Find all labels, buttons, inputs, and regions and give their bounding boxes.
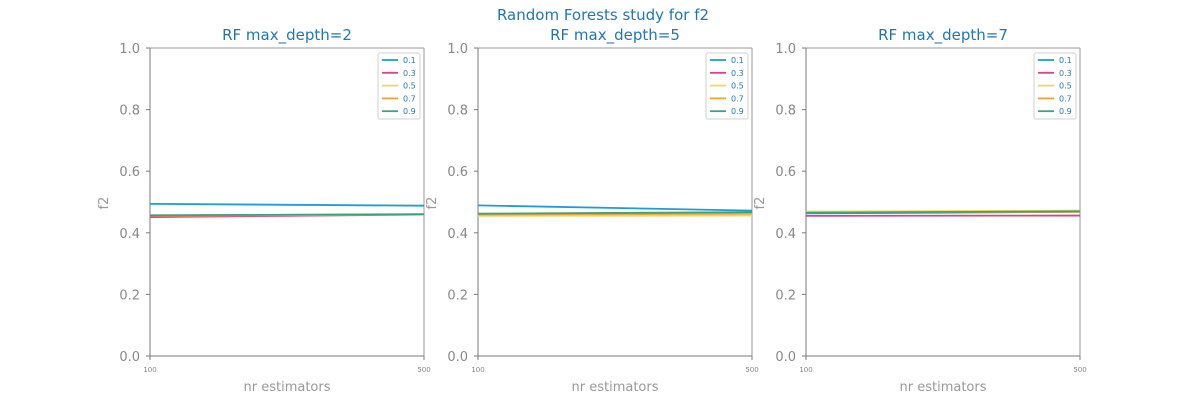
chart-panel-1: RF max_depth=2 0.0 0.2 0.4 0.6 0.8 1.0 100 500 nr… xyxy=(97,26,431,395)
y-tick-label: 0.6 xyxy=(119,165,140,180)
y-tick-label: 0.4 xyxy=(119,227,140,242)
x-tick-label: 100 xyxy=(471,366,484,374)
panel-title: RF max_depth=2 xyxy=(222,26,352,45)
legend-label: 0.7 xyxy=(731,94,744,103)
y-tick-label: 0.0 xyxy=(119,350,140,365)
legend-label: 0.7 xyxy=(1059,94,1072,103)
y-tick-label: 0.6 xyxy=(447,165,468,180)
legend-label: 0.3 xyxy=(1059,69,1072,78)
y-tick-label: 0.8 xyxy=(447,104,468,119)
chart-panel-3: RF max_depth=7 0.0 0.2 0.4 0.6 0.8 1.0 100 500 nr… xyxy=(753,26,1087,395)
y-tick-label: 1.0 xyxy=(119,42,140,57)
legend-label: 0.9 xyxy=(403,107,416,116)
legend: 0.1 0.3 0.5 0.7 0.9 xyxy=(1033,52,1077,120)
x-axis-label: nr estimators xyxy=(244,380,331,395)
series-line-0.9 xyxy=(477,211,753,215)
y-tick-label: 0.8 xyxy=(775,104,796,119)
series-line-0.9 xyxy=(805,210,1081,214)
x-axis-label: nr estimators xyxy=(572,380,659,395)
legend-label: 0.9 xyxy=(731,107,744,116)
y-tick-label: 0.8 xyxy=(119,104,140,119)
y-axis-label: f2 xyxy=(753,197,768,210)
x-tick-label: 100 xyxy=(799,366,812,374)
y-tick-label: 0.2 xyxy=(775,288,796,303)
y-tick-label: 0.6 xyxy=(775,165,796,180)
y-tick-label: 0.2 xyxy=(119,288,140,303)
figure-title: Random Forests study for f2 xyxy=(497,6,709,24)
legend-label: 0.1 xyxy=(1059,56,1072,65)
y-tick-label: 0.4 xyxy=(775,227,796,242)
y-axis-label: f2 xyxy=(97,197,112,210)
y-tick-label: 0.0 xyxy=(447,350,468,365)
legend-label: 0.5 xyxy=(731,82,744,91)
legend: 0.1 0.3 0.5 0.7 0.9 xyxy=(377,52,421,120)
y-tick-label: 0.4 xyxy=(447,227,468,242)
legend-label: 0.7 xyxy=(403,94,416,103)
legend-label: 0.9 xyxy=(1059,107,1072,116)
series-line-0.7 xyxy=(477,212,753,216)
x-axis-label: nr estimators xyxy=(900,380,987,395)
x-tick-label: 500 xyxy=(745,366,758,374)
panel-title: RF max_depth=7 xyxy=(878,26,1008,45)
legend-label: 0.3 xyxy=(403,69,416,78)
legend-label: 0.5 xyxy=(1059,82,1072,91)
panels: RF max_depth=2 0.0 0.2 0.4 0.6 0.8 1.0 100 500 nr… xyxy=(97,26,1087,395)
y-axis-label: f2 xyxy=(425,197,440,210)
legend-label: 0.5 xyxy=(403,82,416,91)
series-line-0.9 xyxy=(149,213,425,217)
y-tick-label: 0.2 xyxy=(447,288,468,303)
y-tick-label: 1.0 xyxy=(775,42,796,57)
legend-box xyxy=(705,52,749,120)
chart-panel-2: RF max_depth=5 0.0 0.2 0.4 0.6 0.8 1.0 100 500 nr… xyxy=(425,26,759,395)
legend-label: 0.1 xyxy=(403,56,416,65)
legend-box xyxy=(1033,52,1077,120)
legend-box xyxy=(377,52,421,120)
panel-title: RF max_depth=5 xyxy=(550,26,680,45)
series-line-0.1 xyxy=(477,204,753,212)
y-tick-label: 0.0 xyxy=(775,350,796,365)
series-line-0.1 xyxy=(149,202,425,207)
y-tick-label: 1.0 xyxy=(447,42,468,57)
legend-label: 0.3 xyxy=(731,69,744,78)
legend: 0.1 0.3 0.5 0.7 0.9 xyxy=(705,52,749,120)
x-tick-label: 500 xyxy=(417,366,430,374)
legend-label: 0.1 xyxy=(731,56,744,65)
x-tick-label: 500 xyxy=(1073,366,1086,374)
x-tick-label: 100 xyxy=(143,366,156,374)
